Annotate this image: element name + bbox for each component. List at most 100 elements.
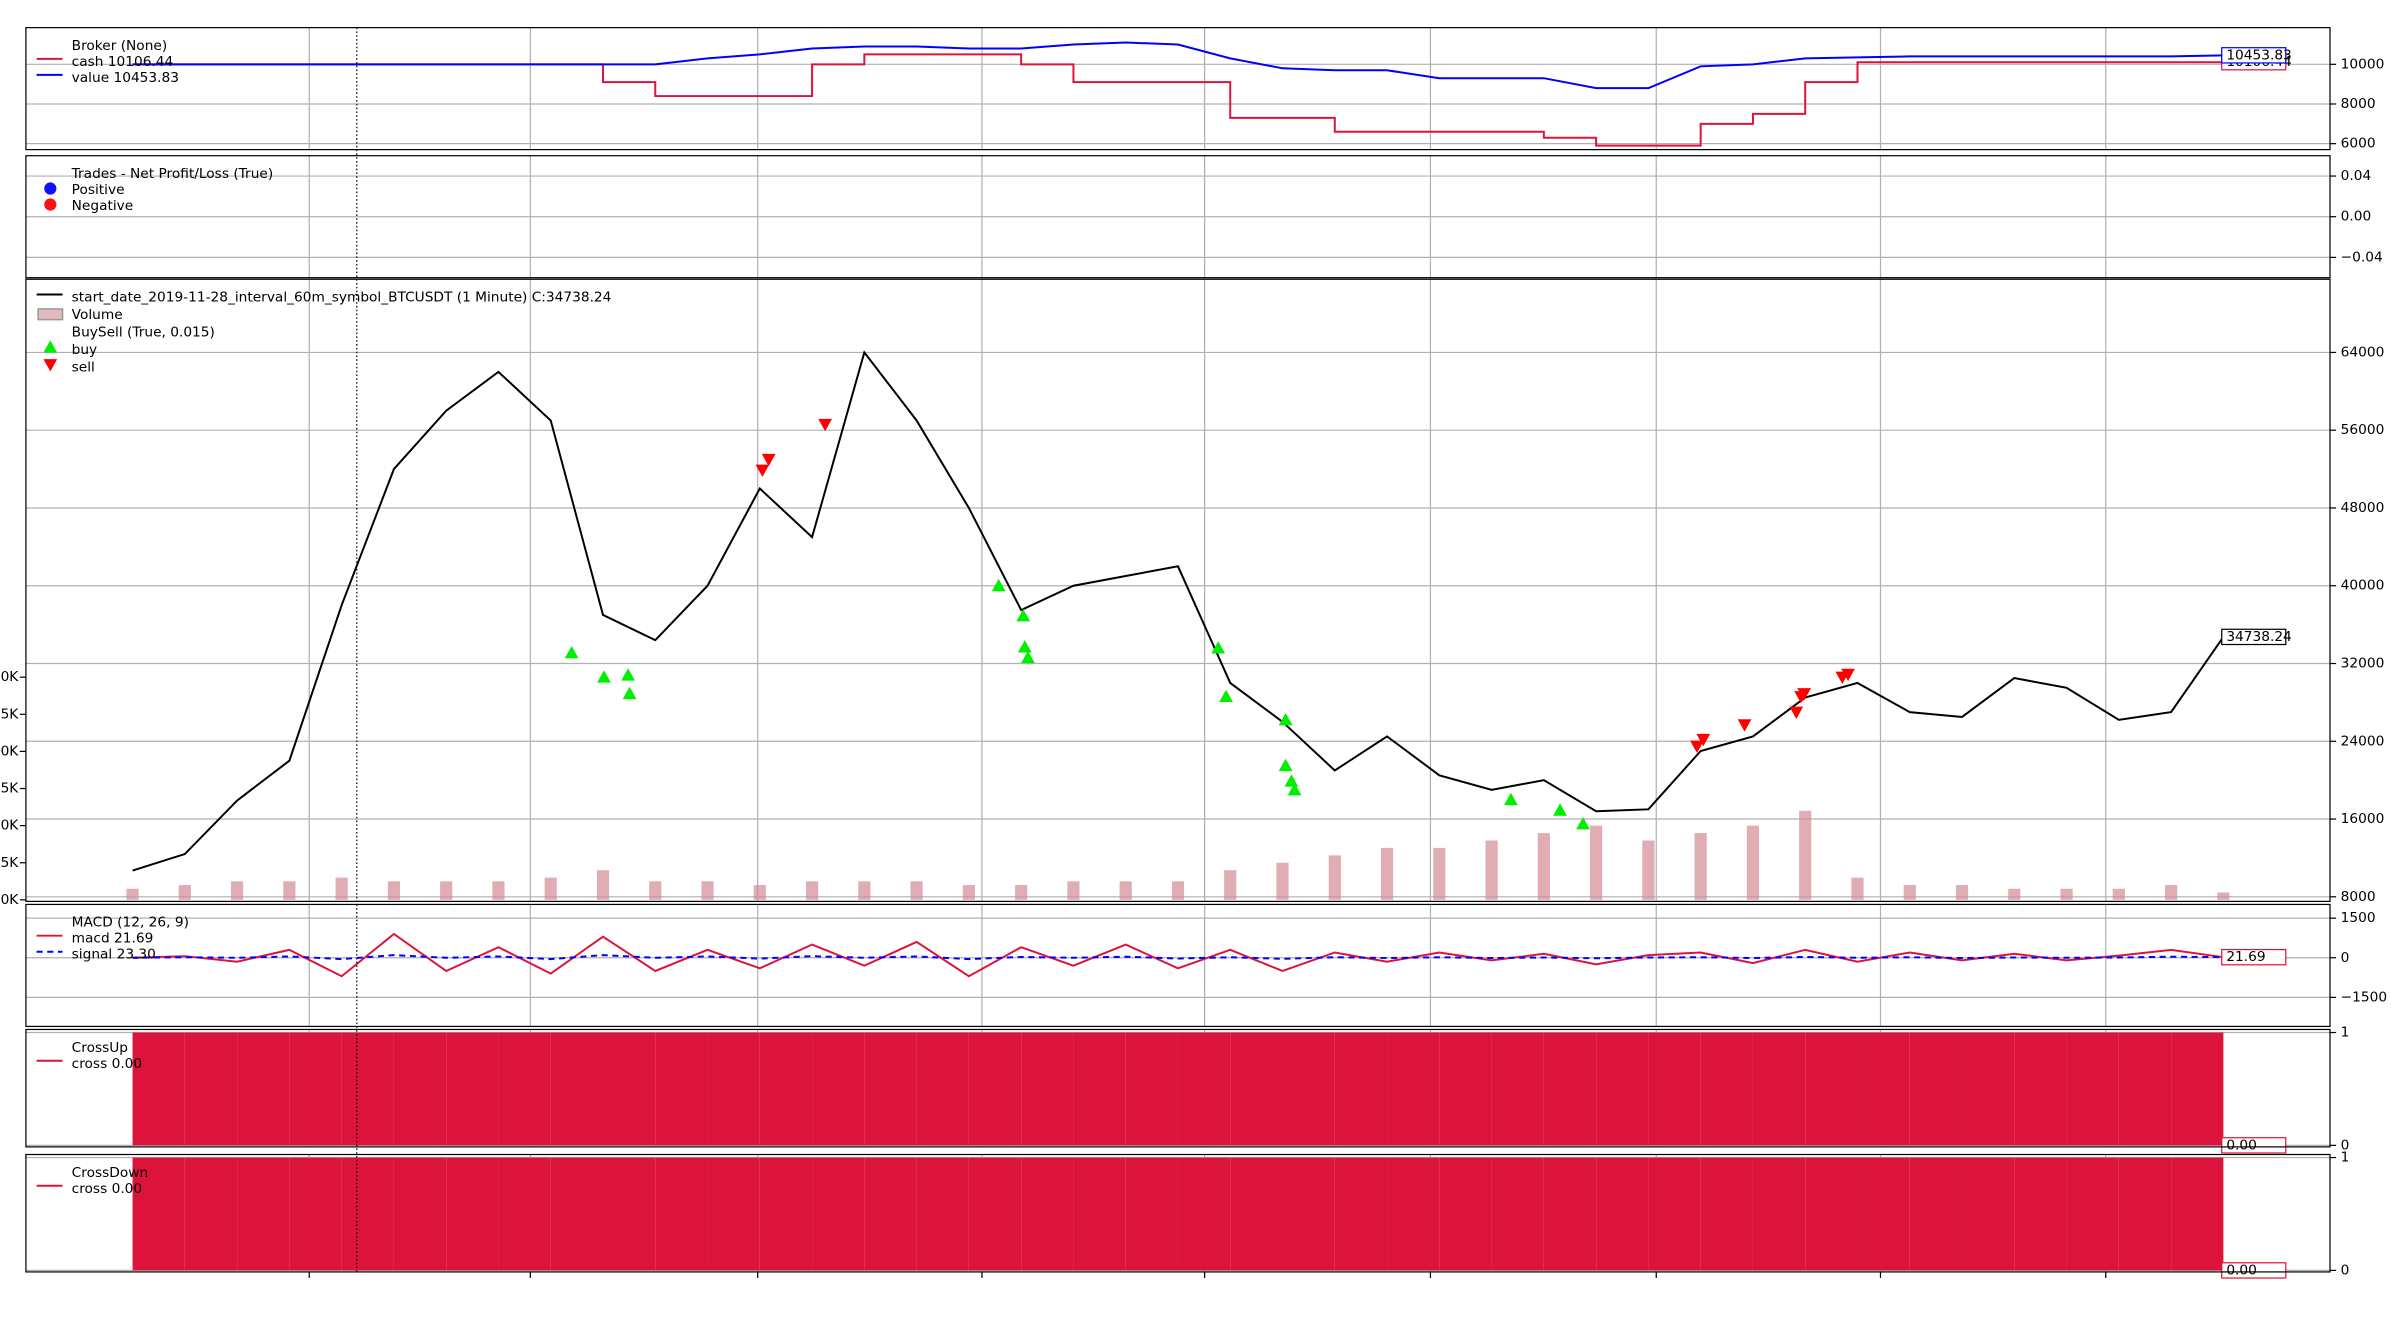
bar bbox=[387, 881, 401, 900]
bar bbox=[910, 881, 923, 900]
bar bbox=[1642, 840, 1655, 900]
bar bbox=[2014, 1032, 2067, 1146]
bar bbox=[1491, 1032, 1544, 1146]
bar bbox=[335, 877, 348, 900]
bar bbox=[968, 1032, 1022, 1146]
bar bbox=[1387, 1032, 1440, 1146]
bar bbox=[1439, 1032, 1492, 1146]
bar bbox=[2112, 888, 2125, 900]
bar bbox=[1485, 840, 1498, 900]
bar bbox=[1230, 1157, 1283, 1271]
y-tick-label: 1500 bbox=[2341, 910, 2376, 926]
legend-title: Trades - Net Profit/Loss (True) bbox=[71, 166, 274, 182]
bar bbox=[492, 881, 505, 900]
trade-marker bbox=[1696, 733, 1711, 747]
bar bbox=[2008, 888, 2021, 900]
bar bbox=[341, 1032, 394, 1146]
bar bbox=[1125, 1032, 1178, 1146]
bar bbox=[2165, 885, 2178, 900]
last-value-box bbox=[2221, 628, 2287, 646]
legend-title: CrossUp bbox=[72, 1040, 128, 1056]
bar bbox=[2118, 1032, 2172, 1146]
bar bbox=[2118, 1157, 2172, 1271]
legend-entry: macd 21.69 bbox=[72, 931, 154, 947]
bar bbox=[2171, 1032, 2224, 1146]
bar bbox=[178, 885, 191, 900]
last-value-label: 21.69 bbox=[2226, 949, 2265, 965]
y-tick-label: 56000 bbox=[2341, 422, 2385, 438]
bar bbox=[1903, 885, 1916, 900]
bar bbox=[230, 881, 244, 900]
y-tick-label: 6000 bbox=[2341, 136, 2376, 152]
bar bbox=[132, 1032, 185, 1146]
last-value-label: 34738.24 bbox=[2226, 629, 2291, 645]
bar bbox=[916, 1157, 969, 1271]
bar bbox=[2060, 888, 2073, 900]
bar bbox=[649, 881, 662, 900]
legend-entry: signal 23.30 bbox=[72, 947, 156, 963]
trade-marker bbox=[1284, 774, 1299, 787]
bar bbox=[544, 877, 557, 900]
y-tick-label: 0 bbox=[2341, 950, 2350, 966]
y-tick-label: 0 bbox=[2341, 1137, 2350, 1153]
bar bbox=[132, 1157, 185, 1271]
y-tick-label: 1 bbox=[2341, 1025, 2350, 1041]
series-line bbox=[132, 954, 2224, 961]
trade-marker bbox=[1016, 609, 1031, 622]
trade-marker bbox=[1211, 641, 1226, 654]
bar bbox=[1177, 1032, 1231, 1146]
bar bbox=[289, 1157, 342, 1271]
y-tick-label: 8000 bbox=[2341, 889, 2376, 905]
bar bbox=[1851, 877, 1864, 900]
bar bbox=[864, 1157, 917, 1271]
bar bbox=[962, 885, 975, 900]
trade-marker bbox=[1553, 803, 1567, 816]
bar bbox=[2171, 1157, 2224, 1271]
trade-marker bbox=[1504, 792, 1518, 806]
series-line bbox=[132, 41, 2224, 90]
bar bbox=[1857, 1157, 1910, 1271]
trade-marker bbox=[1021, 650, 1035, 664]
bar bbox=[1799, 810, 1812, 900]
bar bbox=[498, 1032, 551, 1146]
bar bbox=[1857, 1032, 1910, 1146]
bar bbox=[184, 1157, 238, 1271]
bar bbox=[1648, 1032, 1701, 1146]
bar bbox=[1433, 847, 1446, 900]
bar bbox=[2066, 1032, 2119, 1146]
panel-frame bbox=[25, 1028, 2331, 1148]
bar bbox=[701, 881, 714, 900]
y2-tick-label: 5K bbox=[1, 706, 20, 722]
bar bbox=[759, 1157, 813, 1271]
trade-marker bbox=[1737, 719, 1752, 732]
y-tick-label: −0.04 bbox=[2341, 249, 2383, 265]
bar bbox=[1439, 1157, 1492, 1271]
bar bbox=[812, 1157, 865, 1271]
trade-marker bbox=[1576, 817, 1590, 830]
bar bbox=[1328, 855, 1341, 900]
y-tick-label: 10000 bbox=[2341, 56, 2385, 72]
bar bbox=[498, 1157, 551, 1271]
bar bbox=[864, 1032, 917, 1146]
legend-swatch bbox=[44, 198, 57, 211]
bar bbox=[237, 1032, 290, 1146]
bar bbox=[393, 1157, 447, 1271]
bar bbox=[1334, 1032, 1388, 1146]
bar bbox=[1276, 862, 1289, 900]
bar bbox=[812, 1032, 865, 1146]
last-value-label: 10453.83 bbox=[2226, 47, 2291, 63]
y2-tick-label: 5K bbox=[1, 781, 20, 797]
y2-tick-label: 0K bbox=[1, 743, 20, 759]
legend-title: MACD (12, 26, 9) bbox=[72, 915, 189, 931]
trade-marker bbox=[1841, 668, 1855, 682]
series-line bbox=[132, 932, 2224, 978]
trade-marker bbox=[621, 668, 635, 681]
y-tick-label: 0.00 bbox=[2341, 209, 2372, 225]
bar bbox=[1073, 1157, 1126, 1271]
y-tick-label: −1500 bbox=[2341, 989, 2387, 1005]
trade-marker bbox=[1278, 713, 1293, 726]
y-tick-label: 40000 bbox=[2341, 578, 2385, 594]
y-tick-label: 24000 bbox=[2341, 733, 2385, 749]
bar bbox=[550, 1157, 603, 1271]
y-tick-label: 32000 bbox=[2341, 656, 2385, 672]
